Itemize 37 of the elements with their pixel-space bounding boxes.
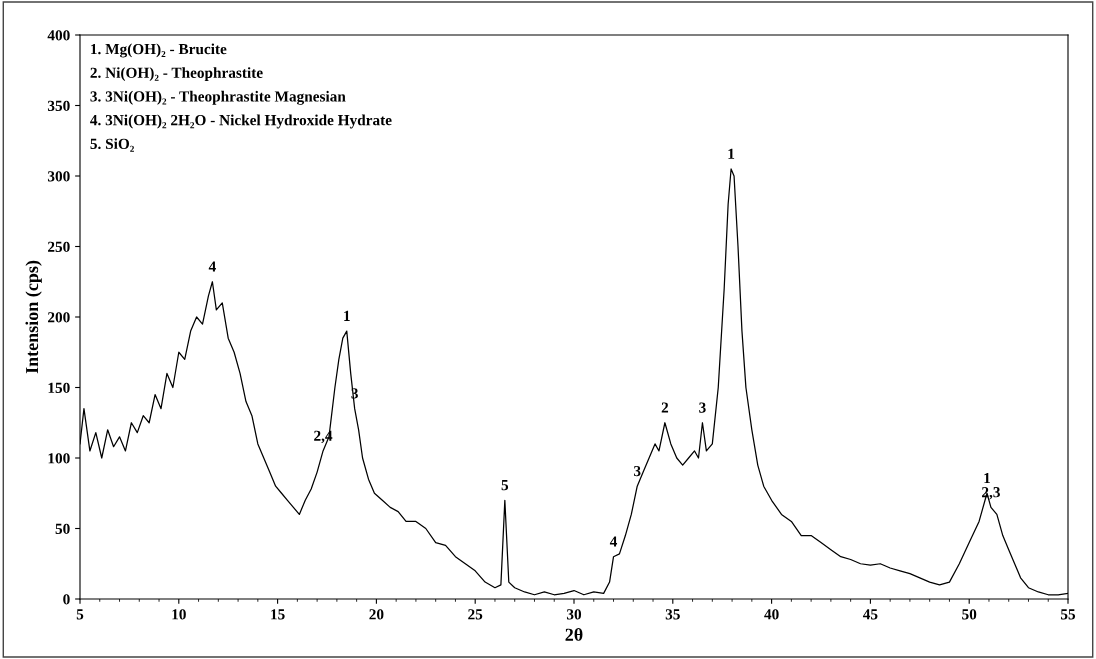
annotation: 5: [501, 480, 509, 491]
y-tick-label: 200: [48, 312, 70, 323]
y-tick-label: 300: [47, 171, 70, 182]
annotation: 2. Ni(OH)₂ - Theophrastite: [90, 67, 263, 81]
annotation: 1. Mg(OH)₂ - Brucite: [91, 43, 227, 58]
annotation: 3: [633, 465, 641, 477]
annotation: 4: [609, 536, 618, 547]
x-tick-label: 30: [566, 609, 582, 620]
x-tick-label: 5: [76, 609, 84, 620]
annotation: 2,3: [982, 487, 1000, 500]
annotation: 4. 3Ni(OH)₂ 2H₂O - Nickel Hydroxide Hydrate: [90, 114, 392, 129]
x-tick-label: 35: [665, 609, 680, 620]
annotation: 3: [699, 402, 706, 413]
y-axis-title: Intension (cps): [25, 260, 42, 374]
y-tick-label: 250: [48, 241, 70, 252]
x-tick-label: 10: [172, 609, 186, 620]
annotation: 5. SiO₂: [90, 138, 134, 152]
annotation: 1: [344, 310, 350, 321]
annotation: 3. 3Ni(OH)₂ - Theophrastite Magnesian: [90, 90, 346, 105]
annotation: 4: [208, 261, 216, 272]
annotation: 1: [728, 148, 735, 159]
y-tick-label: 100: [48, 453, 70, 464]
y-tick-label: 150: [48, 382, 70, 393]
y-tick-label: 350: [47, 100, 70, 111]
x-tick-label: 55: [1060, 609, 1076, 620]
x-tick-label: 45: [862, 609, 878, 620]
x-tick-label: 15: [271, 609, 285, 620]
x-axis-title: 2θ: [565, 628, 583, 641]
y-tick-label: 50: [55, 523, 70, 534]
annotation: 2: [661, 402, 669, 413]
x-tick-label: 20: [369, 609, 384, 620]
annotation: 1: [984, 472, 991, 484]
x-tick-label: 40: [764, 609, 779, 620]
y-tick-label: 0: [63, 594, 70, 605]
x-tick-label: 50: [962, 609, 977, 620]
y-tick-label: 400: [47, 30, 70, 41]
x-tick-label: 25: [468, 609, 483, 620]
